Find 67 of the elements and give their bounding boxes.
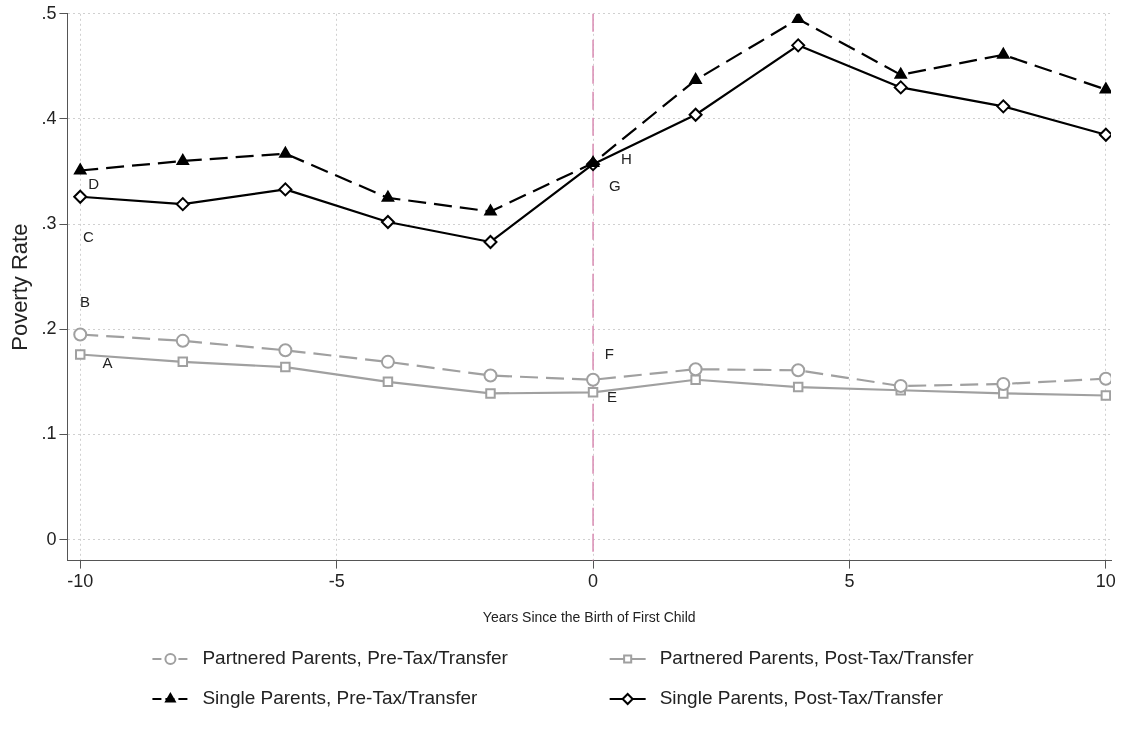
point [177,356,189,368]
point [483,368,498,383]
point [278,343,293,358]
point [690,374,701,385]
x-tick-label: -10 [67,571,94,592]
point [1098,371,1111,386]
point [484,204,497,216]
y-tick-label: .4 [41,107,57,128]
point [175,333,190,348]
annotation: B [79,292,90,310]
annotation: H [621,149,632,167]
point [1098,127,1111,142]
x-tick-label: -5 [328,571,345,592]
point [791,363,806,378]
legend-label: Single Parents, Post-Tax/Transfer [659,687,944,709]
annotation: G [609,177,621,195]
annotation: F [604,344,615,362]
y-tick-label: .1 [41,423,57,444]
point [278,182,293,197]
point [894,67,907,79]
point [381,190,395,202]
point [380,215,395,230]
legend-label: Partnered Parents, Pre-Tax/Transfer [202,647,509,669]
point [791,38,806,53]
x-tick-label: 0 [588,571,599,592]
annotation: C [83,227,95,245]
point [587,387,599,398]
point [688,107,703,122]
legend-label: Single Parents, Pre-Tax/Transfer [202,687,478,709]
point [279,146,292,158]
point [483,234,498,249]
y-axis-title: Poverty Rate [7,223,33,351]
point [998,388,1009,399]
point [1100,390,1111,401]
point [586,156,600,168]
point [792,381,804,393]
point [586,372,601,387]
point [73,189,88,204]
annotation: A [102,353,113,371]
point [688,362,703,377]
y-tick-label: 0 [46,528,57,549]
point [791,13,805,24]
legend-label: Partnered Parents, Post-Tax/Transfer [659,647,975,669]
point [382,376,394,388]
point [689,73,702,85]
point [1099,82,1111,94]
y-tick-label: .3 [41,213,57,234]
point [175,197,190,212]
point [74,349,86,360]
annotation: D [88,174,100,192]
point [996,99,1011,114]
x-tick-label: 5 [844,571,855,592]
point [280,361,291,373]
point [893,80,908,95]
y-tick-label: .2 [41,318,57,339]
y-tick-label: .5 [41,2,57,23]
point [73,327,88,342]
point [176,154,189,166]
point [485,388,496,399]
point [380,354,395,369]
point [997,47,1010,59]
point [74,163,87,175]
point [996,376,1011,391]
x-tick-label: 10 [1095,571,1116,592]
x-axis-title: Years Since the Birth of First Child [482,609,696,626]
annotation: E [606,388,617,406]
point [893,379,908,394]
